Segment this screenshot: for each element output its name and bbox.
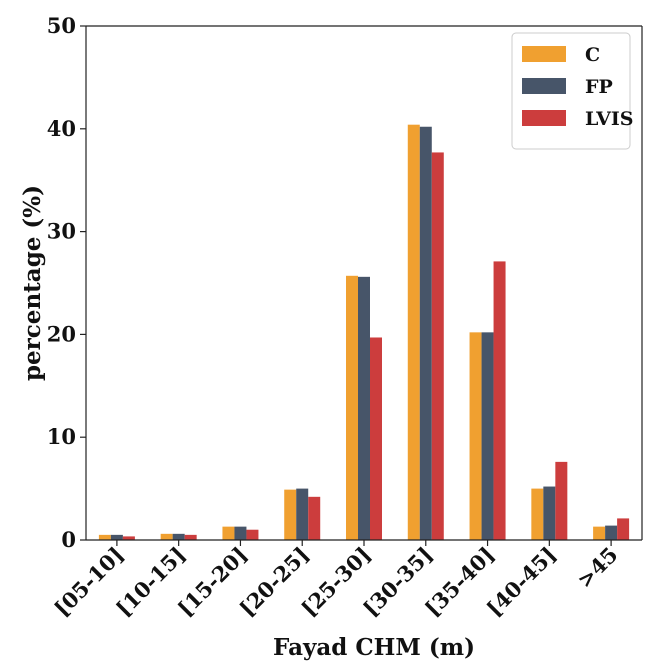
bar-fp-7: [481, 332, 494, 540]
bar-fp-6: [419, 126, 432, 540]
bar-lvis-6: [431, 152, 444, 540]
y-tick-label: 30: [47, 219, 76, 244]
bar-c-9: [593, 526, 606, 540]
bar-lvis-9: [617, 518, 630, 540]
legend-label-fp: FP: [585, 76, 613, 98]
y-ticks-group: 0 10 20 30 40 50: [47, 13, 86, 552]
x-ticks-group: [05-10][10-15][15-20][20-25][25-30][30-3…: [49, 540, 623, 621]
y-axis-title: percentage (%): [19, 185, 46, 381]
bar-fp-2: [172, 533, 185, 540]
bar-c-4: [284, 489, 297, 540]
x-axis-title: Fayad CHM (m): [273, 634, 475, 661]
bar-c-3: [222, 526, 235, 540]
bar-c-7: [469, 332, 482, 540]
bar-c-2: [160, 533, 173, 540]
y-tick-label: 20: [47, 321, 76, 346]
bar-lvis-7: [493, 261, 506, 540]
legend-swatch-lvis: [522, 110, 566, 126]
bar-lvis-8: [555, 461, 568, 540]
bar-lvis-3: [246, 529, 259, 540]
bar-lvis-5: [370, 337, 382, 540]
legend-swatch-c: [522, 46, 566, 62]
y-tick-label: 50: [47, 13, 76, 38]
y-tick-label: 10: [47, 424, 76, 449]
bar-lvis-1: [122, 536, 135, 540]
legend: C FP LVIS: [511, 32, 633, 150]
bar-fp-4: [296, 488, 309, 540]
bar-fp-1: [110, 534, 123, 540]
y-tick-label: 0: [61, 527, 76, 552]
x-tick-label: >45: [572, 542, 623, 593]
bars-group: [98, 124, 630, 541]
legend-label-lvis: LVIS: [585, 108, 633, 130]
bar-c-6: [407, 124, 420, 541]
bar-fp-5: [358, 276, 370, 540]
bar-lvis-2: [184, 534, 197, 540]
bar-fp-9: [605, 525, 618, 540]
bar-c-1: [98, 534, 111, 540]
bar-fp-8: [543, 486, 556, 540]
legend-swatch-fp: [522, 78, 566, 94]
bar-c-5: [346, 275, 358, 540]
legend-label-c: C: [585, 44, 600, 66]
y-tick-label: 40: [47, 116, 76, 141]
bar-c-8: [531, 488, 544, 540]
bar-fp-3: [234, 526, 247, 540]
x-tick-label: [40-45]: [482, 542, 561, 621]
bar-lvis-4: [308, 496, 321, 540]
